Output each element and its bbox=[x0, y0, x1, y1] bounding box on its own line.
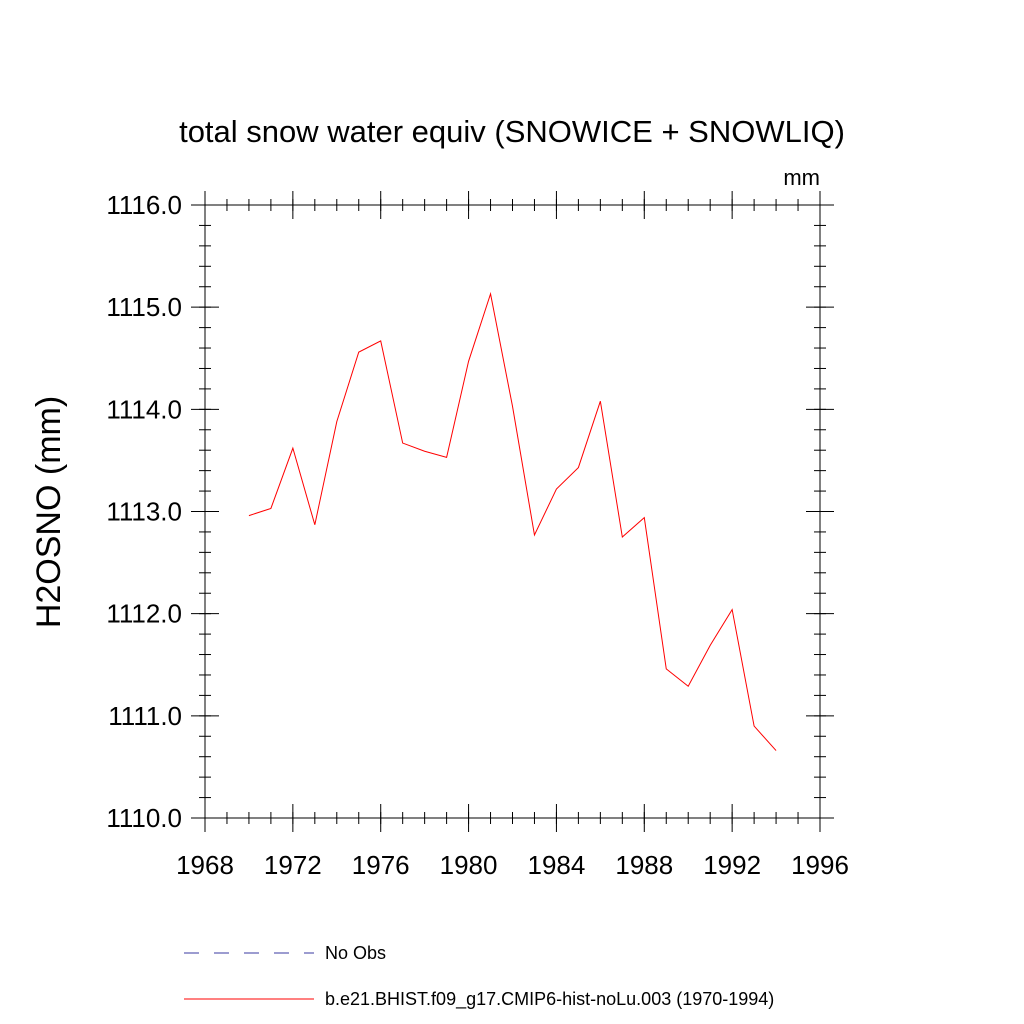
legend-label-1: b.e21.BHIST.f09_g17.CMIP6-hist-noLu.003 … bbox=[325, 989, 774, 1010]
chart-title: total snow water equiv (SNOWICE + SNOWLI… bbox=[179, 114, 845, 149]
y-tick-label: 1110.0 bbox=[106, 803, 182, 833]
y-tick-label: 1112.0 bbox=[106, 599, 182, 629]
x-tick-label: 1996 bbox=[791, 850, 849, 880]
axis-ticks bbox=[191, 191, 834, 832]
x-tick-label: 1980 bbox=[440, 850, 498, 880]
y-tick-label: 1114.0 bbox=[106, 394, 182, 424]
plot-frame bbox=[204, 204, 821, 819]
series-line-1 bbox=[248, 291, 777, 751]
y-tick-label: 1113.0 bbox=[106, 497, 182, 527]
legend-label-0: No Obs bbox=[325, 943, 386, 963]
x-tick-label: 1984 bbox=[528, 850, 586, 880]
x-tick-label: 1968 bbox=[176, 850, 234, 880]
x-tick-label: 1972 bbox=[264, 850, 322, 880]
series-lines bbox=[248, 291, 777, 751]
y-tick-label: 1115.0 bbox=[106, 292, 182, 322]
units-label: mm bbox=[783, 165, 820, 190]
x-tick-label: 1988 bbox=[615, 850, 673, 880]
y-tick-label: 1116.0 bbox=[106, 190, 182, 220]
x-tick-label: 1976 bbox=[352, 850, 410, 880]
y-axis-title: H2OSNO (mm) bbox=[30, 396, 68, 628]
tick-labels: 1968 1972 1976 1980 1984 1988 1992 1996 1110.0 11… bbox=[106, 190, 849, 880]
legend: No Obs b.e21.BHIST.f09_g17.CMIP6-hist-noL… bbox=[184, 943, 774, 1010]
y-tick-label: 1111.0 bbox=[108, 701, 182, 731]
x-tick-label: 1992 bbox=[703, 850, 761, 880]
